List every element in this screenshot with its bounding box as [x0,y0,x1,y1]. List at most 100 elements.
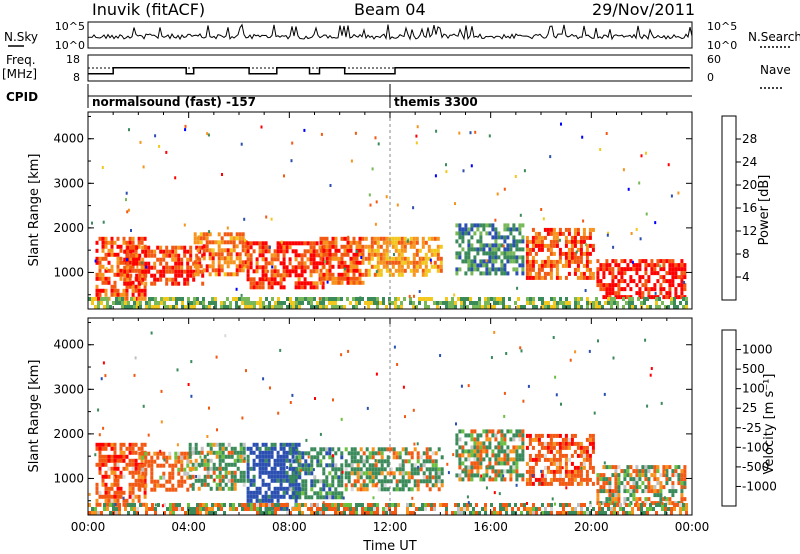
data-cell [316,507,319,511]
data-cell [362,471,366,476]
data-cell [104,482,108,487]
data-cell [620,295,624,300]
data-cell [653,477,657,482]
data-cell [174,261,178,266]
data-cell [397,305,400,309]
data-cell [303,281,307,286]
data-cell [476,461,480,466]
data-cell [127,301,130,305]
data-cell [511,511,514,515]
data-cell [484,301,487,305]
data-cell [555,433,559,438]
data-cell [116,256,120,261]
data-cell [261,466,265,471]
data-cell [605,477,609,482]
data-cell [337,475,341,480]
data-cell [236,458,240,463]
data-cell [282,478,286,483]
data-cell [526,301,529,305]
data-cell [156,257,160,262]
data-cell [391,503,394,507]
data-cell [588,453,592,458]
data-cell [229,301,232,305]
data-cell [307,467,311,472]
data-cell [232,297,235,301]
data-cell [680,259,684,264]
data-cell [585,235,589,240]
data-cell [241,264,245,269]
data-cell [668,287,672,292]
data-cell [279,261,283,266]
data-cell [561,453,565,458]
data-cell [260,125,263,129]
data-cell [508,503,511,507]
data-cell [391,264,395,269]
data-cell [244,507,247,511]
data-cell [193,507,196,511]
data-cell [104,244,108,249]
x-tick-label: 12:00 [373,520,408,534]
data-cell [549,263,553,268]
data-cell [401,463,405,468]
data-cell [396,363,399,366]
data-cell [608,287,612,292]
data-cell [469,131,472,135]
data-cell [226,226,229,230]
data-cell [101,454,105,459]
data-cell [473,473,477,478]
data-cell [479,239,483,244]
data-cell [685,503,688,507]
data-cell [562,301,565,305]
data-cell [331,297,334,301]
beam-label: Beam 04 [354,0,426,19]
data-cell [579,243,583,248]
data-cell [457,297,460,301]
data-cell [576,227,580,232]
data-cell [537,433,541,438]
data-cell [503,223,507,228]
data-cell [497,449,501,454]
data-cell [103,503,106,507]
data-cell [424,507,427,511]
data-cell [355,244,359,249]
data-cell [482,473,486,478]
data-cell [611,473,615,478]
data-cell [602,267,606,272]
data-cell [134,482,138,487]
data-cell [255,462,259,467]
data-cell [208,248,212,253]
data-cell [217,248,221,253]
data-cell [543,441,547,446]
data-cell [555,267,559,272]
data-cell [98,470,102,475]
data-cell [121,301,124,305]
data-cell [553,305,556,309]
data-cell [558,445,562,450]
data-cell [376,507,379,511]
data-cell [535,511,538,515]
data-cell [166,305,169,309]
data-cell [552,243,556,248]
data-cell [598,511,601,515]
data-cell [277,503,280,507]
data-cell [362,463,366,468]
data-cell [552,227,556,232]
data-cell [181,507,184,511]
data-cell [661,301,664,305]
data-cell [122,288,126,293]
freq-right-tick-top: 60 [707,53,721,66]
data-cell [455,453,459,458]
data-cell [123,257,127,262]
data-cell [295,446,297,449]
data-cell [277,297,280,301]
data-cell [325,272,329,277]
data-cell [518,231,522,236]
data-cell [682,297,685,301]
data-cell [352,511,355,515]
cpid-mode-label: themis 3300 [394,95,478,109]
data-cell [328,455,332,460]
data-cell [104,268,108,273]
data-cell [273,249,277,254]
data-cell [325,491,329,496]
data-cell [113,252,117,257]
